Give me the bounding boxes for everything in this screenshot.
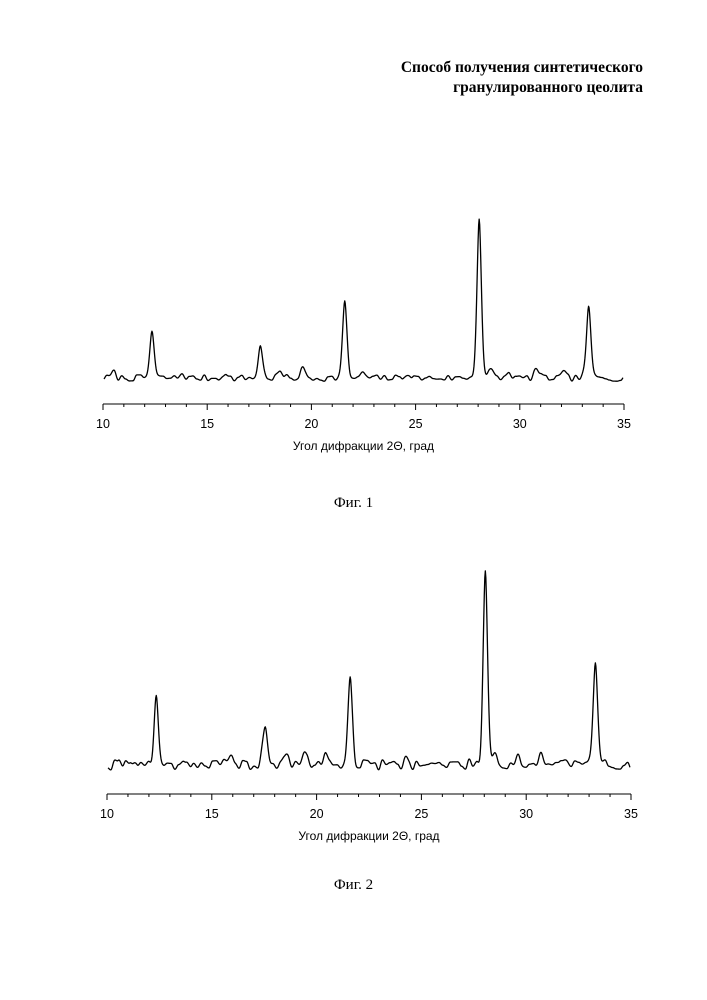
x-tick-label: 25: [414, 807, 428, 821]
xrd-chart-2: 10 15 20 25 30 35 Угол дифракции 2Θ, град: [0, 530, 707, 850]
x-tick-label: 20: [304, 417, 318, 431]
x-tick-label: 20: [310, 807, 324, 821]
document-title: Способ получения синтетического гранулир…: [401, 58, 643, 98]
figure-1-caption: Фиг. 1: [0, 495, 707, 512]
x-tick-label: 15: [200, 417, 214, 431]
x-axis-title: Угол дифракции 2Θ, град: [298, 829, 439, 843]
figure-2: 10 15 20 25 30 35 Угол дифракции 2Θ, град: [0, 530, 707, 850]
figure-2-caption: Фиг. 2: [0, 877, 707, 894]
x-axis-title: Угол дифракции 2Θ, град: [293, 439, 434, 453]
document-title-line-2: гранулированного цеолита: [401, 78, 643, 98]
x-tick-label: 30: [513, 417, 527, 431]
x-tick-label: 15: [205, 807, 219, 821]
x-tick-label: 10: [96, 417, 110, 431]
diffraction-curve: [104, 219, 623, 381]
x-tick-label: 35: [624, 807, 638, 821]
xrd-chart-1: 10 15 20 25 30 35 Угол дифракции 2Θ, град: [0, 180, 707, 470]
figure-1: 10 15 20 25 30 35 Угол дифракции 2Θ, град: [0, 180, 707, 470]
x-tick-label: 10: [100, 807, 114, 821]
document-title-line-1: Способ получения синтетического: [401, 58, 643, 78]
diffraction-curve: [108, 571, 630, 770]
x-tick-label: 25: [409, 417, 423, 431]
x-tick-label: 30: [519, 807, 533, 821]
x-tick-label: 35: [617, 417, 631, 431]
